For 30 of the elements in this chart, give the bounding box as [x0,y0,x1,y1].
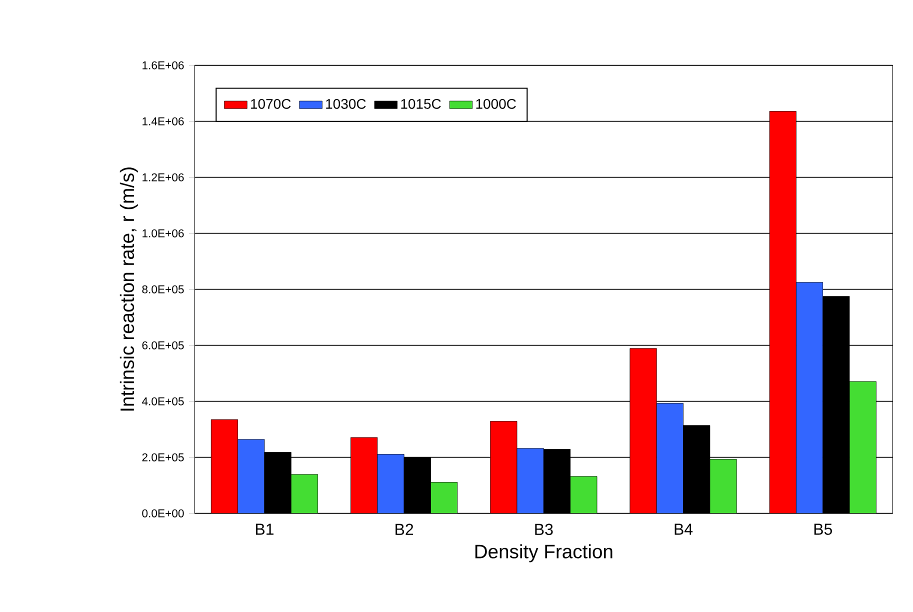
bar [290,474,318,514]
x-tick-label: B3 [535,524,553,536]
y-tick-label: 1.2E+06 [142,173,184,182]
legend-label: 1000C [476,98,516,109]
bar [630,348,657,514]
legend-label: 1030C [326,98,366,109]
x-tick-label: B5 [814,524,832,535]
x-tick-label: B1 [256,524,274,535]
y-axis-title: Intrinsic reaction rate, r (m/s) [120,168,138,411]
y-tick-label: 6.0E+05 [142,341,184,350]
y-tick-label: 4.0E+05 [142,397,184,406]
legend-label: 1015C [401,98,441,109]
bar [490,421,518,514]
x-axis-title: Density Fraction [475,544,612,562]
bar [210,419,238,514]
legend-label: 1070C [251,98,291,109]
y-tick-label: 1.4E+06 [142,117,184,126]
bar [570,476,598,514]
y-tick-label: 1.6E+06 [142,61,184,70]
bar [769,111,796,514]
y-tick-label: 0.0E+00 [142,509,184,518]
bar [350,437,378,514]
bar [710,459,737,514]
x-tick-label: B4 [674,524,693,535]
y-tick-label: 8.0E+05 [142,285,184,294]
bar [849,381,876,514]
y-tick-label: 2.0E+05 [142,453,184,462]
x-tick-label: B2 [396,524,414,535]
bar [430,482,458,514]
y-tick-label: 1.0E+06 [142,229,184,238]
